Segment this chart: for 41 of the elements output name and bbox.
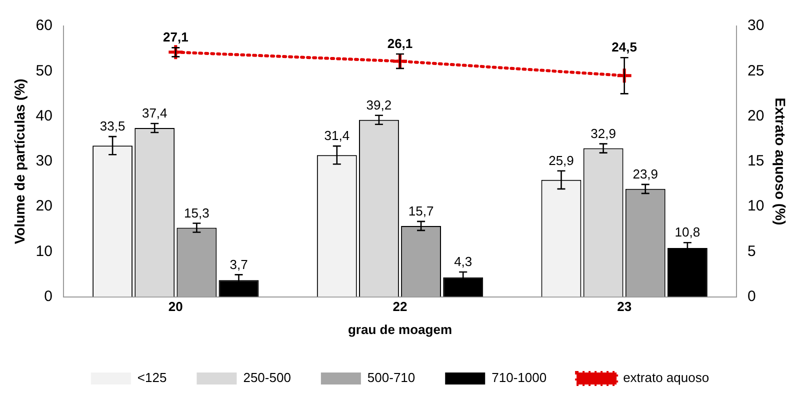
y-tick-label: 50	[36, 62, 52, 80]
x-axis-title: grau de moagem	[348, 322, 452, 337]
legend-label: 500-710	[367, 370, 416, 386]
x-tick-label: 20	[168, 299, 183, 314]
y-tick-label: 40	[36, 107, 52, 124]
data-label: 32,9	[590, 126, 616, 141]
data-label: 23,9	[632, 166, 658, 182]
data-label: 15,3	[184, 205, 210, 220]
y2-tick-label: 25	[748, 62, 764, 80]
data-label: 25,9	[548, 152, 574, 168]
data-label: 33,5	[100, 118, 126, 134]
y-tick-label: 20	[36, 198, 52, 215]
data-label: 4,3	[454, 254, 472, 270]
legend-label: 710-1000	[492, 370, 547, 386]
legend-label: extrato aquoso	[623, 370, 710, 386]
y2-tick-label: 15	[748, 152, 764, 170]
y2-axis-title: Extrato aquoso (%)	[772, 98, 789, 226]
y-tick-label: 60	[36, 17, 52, 34]
data-label: 15,7	[408, 204, 434, 219]
y2-tick-label: 0	[748, 288, 756, 305]
y2-tick-label: 20	[748, 107, 764, 124]
data-label: 27,1	[163, 30, 188, 45]
y-tick-label: 0	[44, 288, 52, 305]
data-label: 26,1	[387, 36, 413, 52]
point	[167, 44, 184, 61]
legend-label: <125	[137, 370, 167, 386]
data-label: 10,8	[674, 224, 700, 240]
y-tick-label: 30	[36, 152, 52, 170]
data-label: 37,4	[142, 106, 168, 121]
data-label: 39,2	[366, 97, 392, 112]
y-axis-title: Volume de partículas (%)	[11, 78, 28, 244]
legend-label: 250-500	[243, 370, 291, 386]
y2-tick-label: 5	[748, 242, 756, 260]
y-tick-label: 10	[36, 242, 52, 260]
y2-tick-label: 30	[748, 17, 764, 34]
x-tick-label: 22	[392, 299, 408, 314]
data-label: 3,7	[230, 256, 248, 272]
y2-tick-label: 10	[748, 198, 764, 215]
data-label: 31,4	[324, 128, 350, 144]
data-label: 24,5	[612, 40, 637, 55]
x-tick-label: 23	[617, 299, 632, 314]
